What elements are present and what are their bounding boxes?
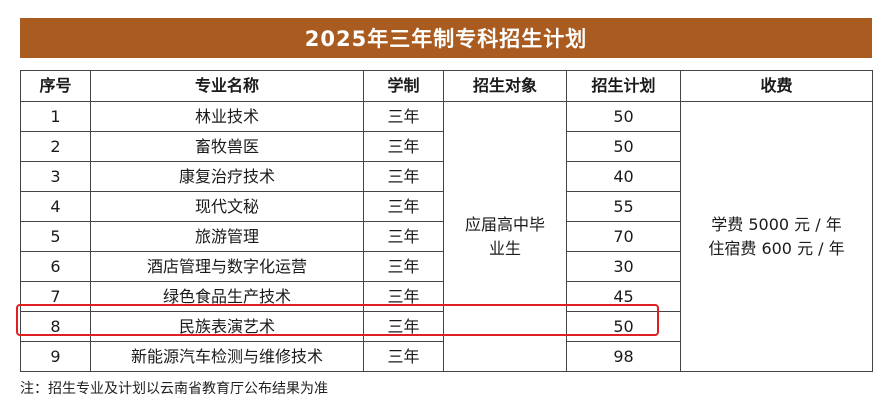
row-no: 3 (20, 161, 91, 192)
row-duration: 三年 (363, 341, 444, 372)
row-duration: 三年 (363, 281, 444, 312)
row-duration: 三年 (363, 311, 444, 342)
target-line1: 应届高中毕 (464, 214, 545, 234)
row-duration: 三年 (363, 191, 444, 222)
target-line2: 业生 (488, 238, 521, 258)
row-major: 酒店管理与数字化运营 (90, 251, 364, 282)
table-row-highlighted: 8 民族表演艺术 三年 50 (20, 311, 873, 342)
row-quota: 30 (566, 251, 681, 282)
header-target: 招生对象 (443, 70, 567, 102)
fees-cell: 学费 5000 元 / 年 住宿费 600 元 / 年 (680, 101, 873, 372)
fee-lodging: 住宿费 600 元 / 年 (708, 238, 845, 258)
header-quota: 招生计划 (566, 70, 681, 102)
table-row: 5 旅游管理 三年 70 (20, 221, 873, 252)
table-row: 1 林业技术 三年 应届高中毕 业生 50 学费 5000 元 / 年 住宿费 … (20, 101, 873, 372)
row-duration: 三年 (363, 221, 444, 252)
row-major: 新能源汽车检测与维修技术 (90, 341, 364, 372)
header-fees: 收费 (680, 70, 873, 102)
row-duration: 三年 (363, 131, 444, 162)
row-quota: 55 (566, 191, 681, 222)
table-row: 3 康复治疗技术 三年 40 (20, 161, 873, 192)
page-title: 2025年三年制专科招生计划 (20, 18, 872, 58)
row-major: 康复治疗技术 (90, 161, 364, 192)
row-no: 5 (20, 221, 91, 252)
row-duration: 三年 (363, 161, 444, 192)
table-header-row: 序号 专业名称 学制 招生对象 招生计划 收费 (20, 70, 873, 102)
footnote: 注：招生专业及计划以云南省教育厅公布结果为准 (20, 381, 328, 397)
row-major: 现代文秘 (90, 191, 364, 222)
row-quota: 98 (566, 341, 681, 372)
row-duration: 三年 (363, 251, 444, 282)
row-major: 民族表演艺术 (90, 311, 364, 342)
table-row: 9 新能源汽车检测与维修技术 三年 98 (20, 341, 873, 372)
row-quota: 70 (566, 221, 681, 252)
row-major: 林业技术 (90, 101, 364, 132)
table-row: 4 现代文秘 三年 55 (20, 191, 873, 222)
row-no: 7 (20, 281, 91, 312)
row-major: 畜牧兽医 (90, 131, 364, 162)
header-major: 专业名称 (90, 70, 364, 102)
row-no: 4 (20, 191, 91, 222)
row-quota: 45 (566, 281, 681, 312)
row-no: 9 (20, 341, 91, 372)
row-duration: 三年 (363, 101, 444, 132)
row-no: 1 (20, 101, 91, 132)
row-major: 绿色食品生产技术 (90, 281, 364, 312)
row-no: 8 (20, 311, 91, 342)
row-quota: 50 (566, 131, 681, 162)
fee-tuition: 学费 5000 元 / 年 (711, 214, 842, 234)
target-cell: 应届高中毕 业生 (443, 101, 567, 372)
row-quota: 40 (566, 161, 681, 192)
row-quota: 50 (566, 311, 681, 342)
header-duration: 学制 (363, 70, 444, 102)
header-no: 序号 (20, 70, 91, 102)
table-row: 7 绿色食品生产技术 三年 45 (20, 281, 873, 312)
row-no: 2 (20, 131, 91, 162)
table-row: 6 酒店管理与数字化运营 三年 30 (20, 251, 873, 282)
row-quota: 50 (566, 101, 681, 132)
enrollment-table: 序号 专业名称 学制 招生对象 招生计划 收费 1 林业技术 三年 应届高中毕 … (20, 70, 873, 372)
row-major: 旅游管理 (90, 221, 364, 252)
row-no: 6 (20, 251, 91, 282)
